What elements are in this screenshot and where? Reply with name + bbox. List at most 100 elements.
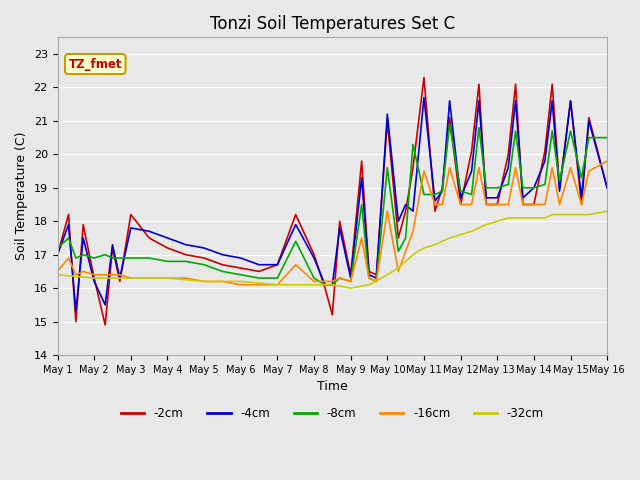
-8cm bbox=[541, 181, 548, 187]
-4cm bbox=[438, 188, 446, 194]
-8cm bbox=[292, 239, 300, 244]
-32cm bbox=[566, 212, 574, 217]
-2cm bbox=[336, 218, 344, 224]
-16cm bbox=[530, 202, 538, 207]
-8cm bbox=[402, 235, 410, 241]
-4cm bbox=[219, 252, 227, 258]
-32cm bbox=[273, 282, 281, 288]
-4cm bbox=[336, 225, 344, 231]
-8cm bbox=[566, 128, 574, 134]
-32cm bbox=[519, 215, 527, 221]
-32cm bbox=[200, 278, 208, 284]
Line: -8cm: -8cm bbox=[58, 124, 607, 285]
-2cm bbox=[200, 255, 208, 261]
-4cm bbox=[310, 255, 318, 261]
-2cm bbox=[90, 275, 98, 281]
-16cm bbox=[493, 202, 501, 207]
-16cm bbox=[604, 158, 611, 164]
Line: -4cm: -4cm bbox=[58, 97, 607, 312]
-4cm bbox=[604, 185, 611, 191]
-4cm bbox=[255, 262, 263, 267]
-2cm bbox=[372, 272, 380, 277]
-8cm bbox=[72, 255, 80, 261]
-32cm bbox=[604, 208, 611, 214]
-2cm bbox=[101, 322, 109, 328]
-16cm bbox=[90, 272, 98, 277]
-16cm bbox=[328, 278, 336, 284]
-4cm bbox=[127, 225, 134, 231]
-8cm bbox=[200, 262, 208, 267]
-16cm bbox=[321, 278, 329, 284]
Line: -32cm: -32cm bbox=[58, 211, 607, 288]
-16cm bbox=[556, 202, 563, 207]
-2cm bbox=[394, 235, 402, 241]
-8cm bbox=[79, 252, 87, 258]
-8cm bbox=[358, 202, 365, 207]
-32cm bbox=[383, 272, 391, 277]
-32cm bbox=[420, 245, 428, 251]
-8cm bbox=[512, 128, 520, 134]
-8cm bbox=[604, 135, 611, 141]
-4cm bbox=[321, 282, 329, 288]
-8cm bbox=[336, 275, 344, 281]
-4cm bbox=[512, 98, 520, 104]
-2cm bbox=[292, 212, 300, 217]
-4cm bbox=[101, 302, 109, 308]
-4cm bbox=[446, 98, 454, 104]
-32cm bbox=[457, 232, 465, 238]
-4cm bbox=[431, 198, 439, 204]
-2cm bbox=[457, 202, 465, 207]
-2cm bbox=[504, 152, 512, 157]
-16cm bbox=[116, 272, 124, 277]
-4cm bbox=[409, 208, 417, 214]
-2cm bbox=[468, 148, 476, 154]
-8cm bbox=[420, 192, 428, 197]
-4cm bbox=[358, 175, 365, 180]
-16cm bbox=[54, 268, 61, 274]
-16cm bbox=[200, 278, 208, 284]
-4cm bbox=[475, 98, 483, 104]
-16cm bbox=[431, 202, 439, 207]
-2cm bbox=[438, 185, 446, 191]
-8cm bbox=[273, 275, 281, 281]
-4cm bbox=[79, 235, 87, 241]
-4cm bbox=[483, 195, 490, 201]
-2cm bbox=[483, 202, 490, 207]
-8cm bbox=[504, 181, 512, 187]
-8cm bbox=[219, 268, 227, 274]
-4cm bbox=[383, 111, 391, 117]
-2cm bbox=[237, 265, 244, 271]
-4cm bbox=[394, 218, 402, 224]
-32cm bbox=[578, 212, 586, 217]
Y-axis label: Soil Temperature (C): Soil Temperature (C) bbox=[15, 132, 28, 261]
-8cm bbox=[182, 259, 189, 264]
-2cm bbox=[446, 115, 454, 120]
-32cm bbox=[530, 215, 538, 221]
-16cm bbox=[394, 268, 402, 274]
-8cm bbox=[310, 275, 318, 281]
-16cm bbox=[578, 202, 586, 207]
-32cm bbox=[409, 252, 417, 258]
-8cm bbox=[519, 185, 527, 191]
-8cm bbox=[383, 165, 391, 170]
-8cm bbox=[54, 245, 61, 251]
-32cm bbox=[90, 275, 98, 281]
-16cm bbox=[548, 165, 556, 170]
-2cm bbox=[321, 285, 329, 291]
-16cm bbox=[65, 255, 72, 261]
-32cm bbox=[394, 265, 402, 271]
-16cm bbox=[475, 165, 483, 170]
-16cm bbox=[164, 275, 172, 281]
-16cm bbox=[541, 202, 548, 207]
-8cm bbox=[164, 259, 172, 264]
-2cm bbox=[182, 252, 189, 258]
-4cm bbox=[530, 185, 538, 191]
-8cm bbox=[109, 255, 116, 261]
-32cm bbox=[446, 235, 454, 241]
-8cm bbox=[65, 235, 72, 241]
-8cm bbox=[347, 278, 355, 284]
-2cm bbox=[127, 212, 134, 217]
-8cm bbox=[145, 255, 153, 261]
-8cm bbox=[372, 278, 380, 284]
-2cm bbox=[219, 262, 227, 267]
